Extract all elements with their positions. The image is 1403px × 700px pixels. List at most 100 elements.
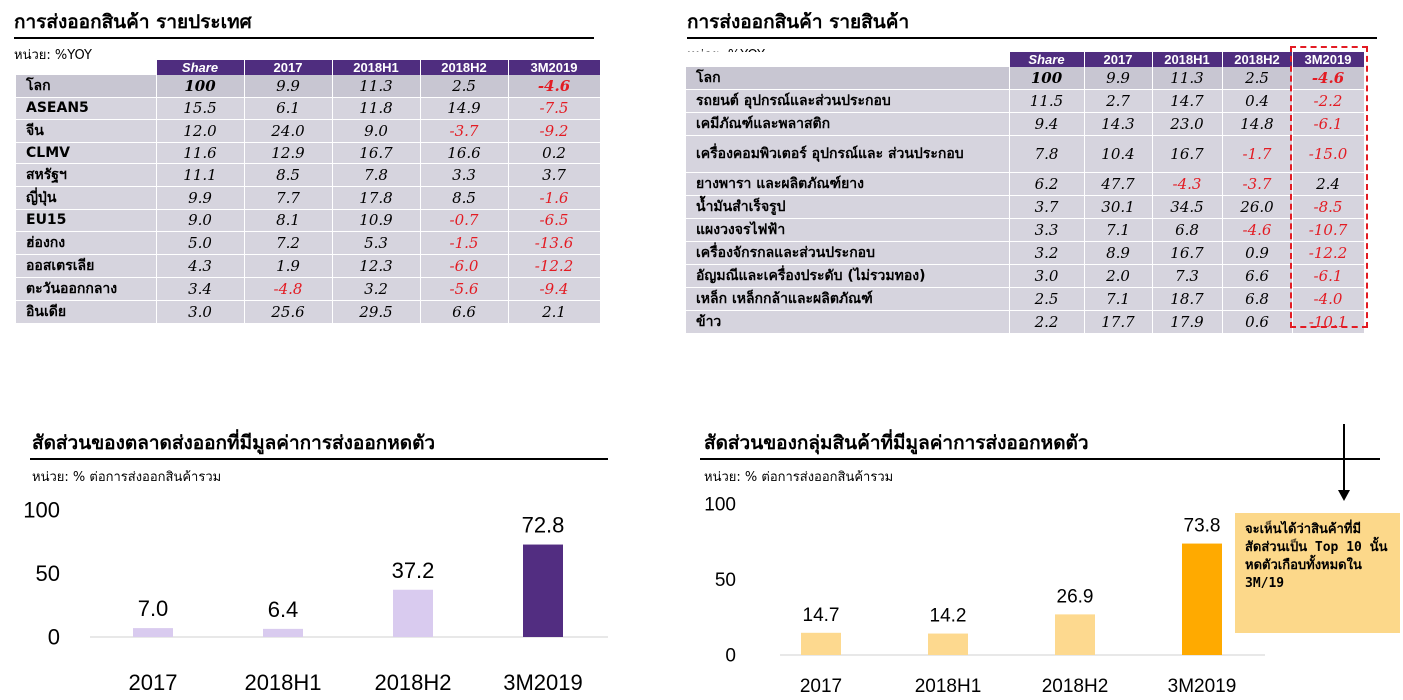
value-cell: 2.1 — [508, 300, 601, 324]
callout-box: จะเห็นได้ว่าสินค้าที่มีสัดส่วนเป็น Top 1… — [1235, 513, 1400, 633]
row-label: เครื่องคอมพิวเตอร์ อุปกรณ์และ ส่วนประกอบ — [686, 135, 1010, 173]
row-label: โลก — [686, 67, 1010, 90]
value-cell: -4.3 — [1152, 172, 1223, 196]
x-tick-label: 3M2019 — [1168, 676, 1237, 697]
data-label: 26.9 — [1057, 586, 1094, 607]
x-tick-label: 2017 — [800, 676, 842, 697]
value-cell: -13.6 — [508, 231, 601, 255]
y-tick-label: 100 — [704, 495, 736, 516]
table-row: เคมีภัณฑ์และพลาสติก 9.4 14.3 23.0 14.8 -6.1 — [686, 112, 1365, 136]
panel3-divider — [30, 458, 608, 460]
row-label: เครื่องจักรกลและส่วนประกอบ — [686, 241, 1010, 265]
x-tick-label: 2018H2 — [1042, 676, 1109, 697]
x-tick-label: 3M2019 — [503, 670, 583, 695]
value-cell: 7.3 — [1152, 264, 1223, 288]
value-cell: 9.9 — [244, 75, 333, 98]
table-row: สหรัฐฯ 11.1 8.5 7.8 3.3 3.7 — [16, 163, 601, 187]
table-row: โลก 100 9.9 11.3 2.5 -4.6 — [686, 67, 1365, 90]
row-label: ข้าว — [686, 310, 1010, 334]
row-label: ตะวันออกกลาง — [16, 277, 157, 301]
row-label: ออสเตรเลีย — [16, 254, 157, 278]
value-cell: 0.9 — [1222, 241, 1293, 265]
value-cell: 12.3 — [332, 254, 421, 278]
row-label: ยางพารา และผลิตภัณฑ์ยาง — [686, 172, 1010, 196]
value-cell: 11.1 — [156, 163, 245, 187]
panel4-unit: หน่วย: % ต่อการส่งออกสินค้ารวม — [704, 470, 894, 485]
value-cell: 10.4 — [1084, 135, 1153, 173]
value-cell: 14.3 — [1084, 112, 1153, 136]
value-cell: 2.4 — [1292, 172, 1365, 196]
value-cell: -4.6 — [508, 75, 601, 98]
value-cell: 23.0 — [1152, 112, 1223, 136]
row-label: เหล็ก เหล็กกล้าและผลิตภัณฑ์ — [686, 287, 1010, 311]
value-cell: -12.2 — [1292, 241, 1365, 265]
table-header-row: Share 2017 2018H1 2018H2 3M2019 — [16, 60, 601, 75]
table-row: เหล็ก เหล็กกล้าและผลิตภัณฑ์ 2.5 7.1 18.7 6.8… — [686, 287, 1365, 311]
value-cell: 100 — [1009, 67, 1085, 90]
value-cell: 6.8 — [1152, 218, 1223, 242]
row-label: อัญมณีและเครื่องประดับ (ไม่รวมทอง) — [686, 264, 1010, 288]
value-cell: 4.3 — [156, 254, 245, 278]
value-cell: -1.6 — [508, 186, 601, 210]
value-cell: 6.1 — [244, 97, 333, 120]
value-cell: 34.5 — [1152, 195, 1223, 219]
value-cell: 3.2 — [332, 277, 421, 301]
table-row: ยางพารา และผลิตภัณฑ์ยาง 6.2 47.7 -4.3 -3.7 2.… — [686, 172, 1365, 196]
row-label: ASEAN5 — [16, 97, 157, 120]
panel3-unit: หน่วย: % ต่อการส่งออกสินค้ารวม — [32, 470, 222, 485]
bar — [928, 633, 968, 655]
value-cell: 3.3 — [420, 163, 509, 187]
value-cell: 16.7 — [332, 142, 421, 164]
value-cell: 6.6 — [420, 300, 509, 324]
y-tick-label: 0 — [48, 625, 60, 650]
data-label: 14.2 — [930, 606, 967, 627]
value-cell: -6.1 — [1292, 264, 1365, 288]
table-row: อินเดีย 3.0 25.6 29.5 6.6 2.1 — [16, 300, 601, 324]
table-row: อัญมณีและเครื่องประดับ (ไม่รวมทอง) 3.0 2.0… — [686, 264, 1365, 288]
value-cell: 5.0 — [156, 231, 245, 255]
table-row: ASEAN5 15.5 6.1 11.8 14.9 -7.5 — [16, 97, 601, 120]
value-cell: 7.8 — [332, 163, 421, 187]
header-2018h1: 2018H1 — [1152, 52, 1223, 67]
country-table: Share 2017 2018H1 2018H2 3M2019 โลก 100 9.… — [16, 60, 601, 324]
value-cell: -3.7 — [1222, 172, 1293, 196]
bar — [393, 589, 433, 637]
value-cell: -1.7 — [1222, 135, 1293, 173]
table-row: เครื่องคอมพิวเตอร์ อุปกรณ์และ ส่วนประกอบ… — [686, 135, 1365, 173]
y-tick-label: 50 — [715, 570, 736, 591]
value-cell: 9.0 — [332, 119, 421, 143]
value-cell: 9.4 — [1009, 112, 1085, 136]
value-cell: 2.7 — [1084, 89, 1153, 113]
table-row: ตะวันออกกลาง 3.4 -4.8 3.2 -5.6 -9.4 — [16, 277, 601, 301]
callout-arrow-head — [1338, 490, 1350, 501]
table-row: โลก 100 9.9 11.3 2.5 -4.6 — [16, 75, 601, 98]
value-cell: -5.6 — [420, 277, 509, 301]
header-blank — [686, 52, 1010, 67]
panel4-title: สัดส่วนของกลุ่มสินค้าที่มีมูลค่าการส่งออ… — [704, 432, 1089, 454]
value-cell: 6.2 — [1009, 172, 1085, 196]
value-cell: 2.5 — [1009, 287, 1085, 311]
value-cell: -12.2 — [508, 254, 601, 278]
value-cell: -9.2 — [508, 119, 601, 143]
value-cell: 7.8 — [1009, 135, 1085, 173]
value-cell: -9.4 — [508, 277, 601, 301]
value-cell: -6.1 — [1292, 112, 1365, 136]
row-label: สหรัฐฯ — [16, 163, 157, 187]
value-cell: 25.6 — [244, 300, 333, 324]
x-tick-label: 2017 — [129, 670, 178, 695]
panel1-unit: หน่วย: %YOY — [14, 48, 92, 63]
value-cell: 17.9 — [1152, 310, 1223, 334]
row-label: CLMV — [16, 142, 157, 164]
value-cell: 2.5 — [420, 75, 509, 98]
value-cell: 1.9 — [244, 254, 333, 278]
table-row: รถยนต์ อุปกรณ์และส่วนประกอบ 11.5 2.7 14.7 0.… — [686, 89, 1365, 113]
panel3-title: สัดส่วนของตลาดส่งออกที่มีมูลค่าการส่งออก… — [32, 432, 436, 454]
panel4-divider — [700, 458, 1380, 460]
data-label: 72.8 — [522, 513, 565, 538]
header-2018h1: 2018H1 — [332, 60, 421, 75]
row-label: อินเดีย — [16, 300, 157, 324]
value-cell: 30.1 — [1084, 195, 1153, 219]
value-cell: 26.0 — [1222, 195, 1293, 219]
table-row: ฮ่องกง 5.0 7.2 5.3 -1.5 -13.6 — [16, 231, 601, 255]
row-label: EU15 — [16, 209, 157, 232]
